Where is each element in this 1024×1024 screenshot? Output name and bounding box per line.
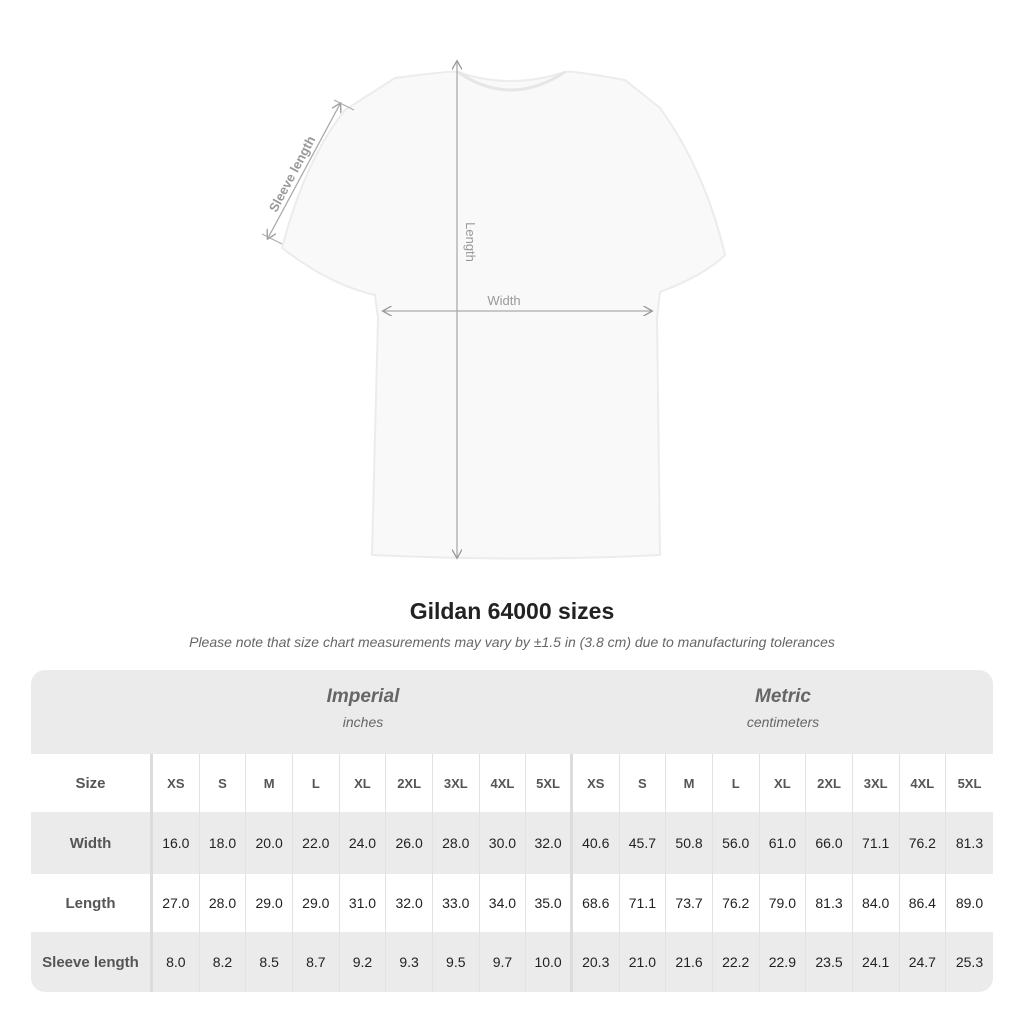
table-cell: 24.7: [900, 932, 947, 992]
size-header-cell: 3XL: [853, 754, 900, 812]
chart-title: Gildan 64000 sizes: [409, 598, 615, 624]
row-label: Width: [31, 812, 153, 874]
table-cell: 40.6: [573, 812, 620, 874]
width-label: Width: [487, 293, 520, 308]
table-cell: 22.2: [713, 932, 760, 992]
table-cell: 9.3: [386, 932, 433, 992]
table-cell: 22.0: [293, 812, 340, 874]
table-row: Sleeve length 8.0 8.2 8.5 8.7 9.2 9.3 9.5 9.7 10.…: [31, 932, 993, 992]
table-cell: 24.1: [853, 932, 900, 992]
size-header-cell: L: [293, 754, 340, 812]
table-cell: 21.0: [620, 932, 667, 992]
sleeve-length-arrow: [268, 104, 340, 238]
table-cell: 9.2: [340, 932, 387, 992]
size-header-cell: XS: [153, 754, 200, 812]
table-cell: 66.0: [806, 812, 853, 874]
table-cell: 8.0: [153, 932, 200, 992]
table-cell: 28.0: [433, 812, 480, 874]
length-label: Length: [463, 222, 478, 262]
table-cell: 89.0: [955, 895, 984, 911]
size-header-cell: 4XL: [900, 754, 947, 812]
table-cell: 9.5: [433, 932, 480, 992]
table-cell: 9.7: [480, 932, 527, 992]
size-table: Imperial inches Metric centimeters Size X…: [31, 670, 993, 992]
size-header-cell: XS: [573, 754, 620, 812]
size-header-cell: XL: [760, 754, 807, 812]
metric-unit: centimeters: [746, 714, 820, 730]
size-header-cell: M: [666, 754, 713, 812]
row-label: Size: [31, 754, 153, 812]
table-cell: 20.3: [573, 932, 620, 992]
table-cell: 76.2: [900, 812, 947, 874]
metric-title: Metric: [755, 686, 811, 707]
imperial-unit: inches: [342, 714, 384, 730]
table-cell: 34.0: [480, 874, 527, 932]
size-header-cell: M: [246, 754, 293, 812]
table-cell: 22.9: [760, 932, 807, 992]
table-cell: 26.0: [386, 812, 433, 874]
table-cell: 68.6: [573, 874, 620, 932]
table-cell: 56.0: [713, 812, 760, 874]
table-cell: 79.0: [760, 874, 807, 932]
size-header-cell: L: [713, 754, 760, 812]
table-cell: 71.1: [620, 874, 667, 932]
table-cell: 61.0: [760, 812, 807, 874]
table-cell: 33.0: [433, 874, 480, 932]
table-cell: 32.0: [386, 874, 433, 932]
table-cell: 28.0: [200, 874, 247, 932]
size-header-cell: 2XL: [386, 754, 433, 812]
size-header-cell: 5XL: [957, 775, 982, 791]
size-header-cell: 2XL: [806, 754, 853, 812]
size-header-cell: S: [200, 754, 247, 812]
size-header-cell: 5XL: [526, 754, 573, 812]
table-cell: 8.5: [246, 932, 293, 992]
table-cell: 35.0: [526, 874, 573, 932]
table-row: Length 27.0 28.0 29.0 29.0 31.0 32.0 33.0 34.0 35…: [31, 874, 993, 932]
table-cell: 27.0: [153, 874, 200, 932]
size-header-cell: XL: [340, 754, 387, 812]
size-header-cell: 3XL: [433, 754, 480, 812]
table-cell: 86.4: [900, 874, 947, 932]
table-cell: 30.0: [480, 812, 527, 874]
row-label: Sleeve length: [31, 932, 153, 992]
row-label: Length: [31, 874, 153, 932]
metric-group: Metric centimeters: [573, 686, 993, 730]
table-cell: 25.3: [955, 954, 984, 970]
table-cell: 50.8: [666, 812, 713, 874]
tshirt-diagram: Sleeve length Length Width: [261, 0, 727, 590]
imperial-title: Imperial: [326, 686, 400, 707]
table-cell: 32.0: [526, 812, 573, 874]
table-cell: 18.0: [200, 812, 247, 874]
table-cell: 24.0: [340, 812, 387, 874]
table-cell: 29.0: [246, 874, 293, 932]
table-cell: 71.1: [853, 812, 900, 874]
size-header-cell: S: [620, 754, 667, 812]
table-cell: 16.0: [153, 812, 200, 874]
table-cell: 84.0: [853, 874, 900, 932]
table-cell: 21.6: [666, 932, 713, 992]
imperial-group: Imperial inches: [153, 686, 573, 730]
group-header: Imperial inches Metric centimeters: [31, 670, 993, 754]
table-row: Width 16.0 18.0 20.0 22.0 24.0 26.0 28.0 30.0 32.…: [31, 812, 993, 874]
table-cell: 76.2: [713, 874, 760, 932]
table-cell: 29.0: [293, 874, 340, 932]
table-cell: 81.3: [955, 835, 984, 851]
table-cell: 73.7: [666, 874, 713, 932]
table-cell: 8.2: [200, 932, 247, 992]
table-cell: 31.0: [340, 874, 387, 932]
size-header-cell: 4XL: [480, 754, 527, 812]
tshirt-shape: [280, 70, 727, 560]
table-cell: 10.0: [526, 932, 573, 992]
table-cell: 8.7: [293, 932, 340, 992]
table-cell: 20.0: [246, 812, 293, 874]
tolerance-note: Please note that size chart measurements…: [189, 634, 835, 650]
table-cell: 81.3: [806, 874, 853, 932]
size-header-row: Size XS S M L XL 2XL 3XL 4XL 5XL XS S M L XL 2XL 3XL 4XL 5…: [31, 754, 993, 812]
table-cell: 45.7: [620, 812, 667, 874]
table-cell: 23.5: [806, 932, 853, 992]
